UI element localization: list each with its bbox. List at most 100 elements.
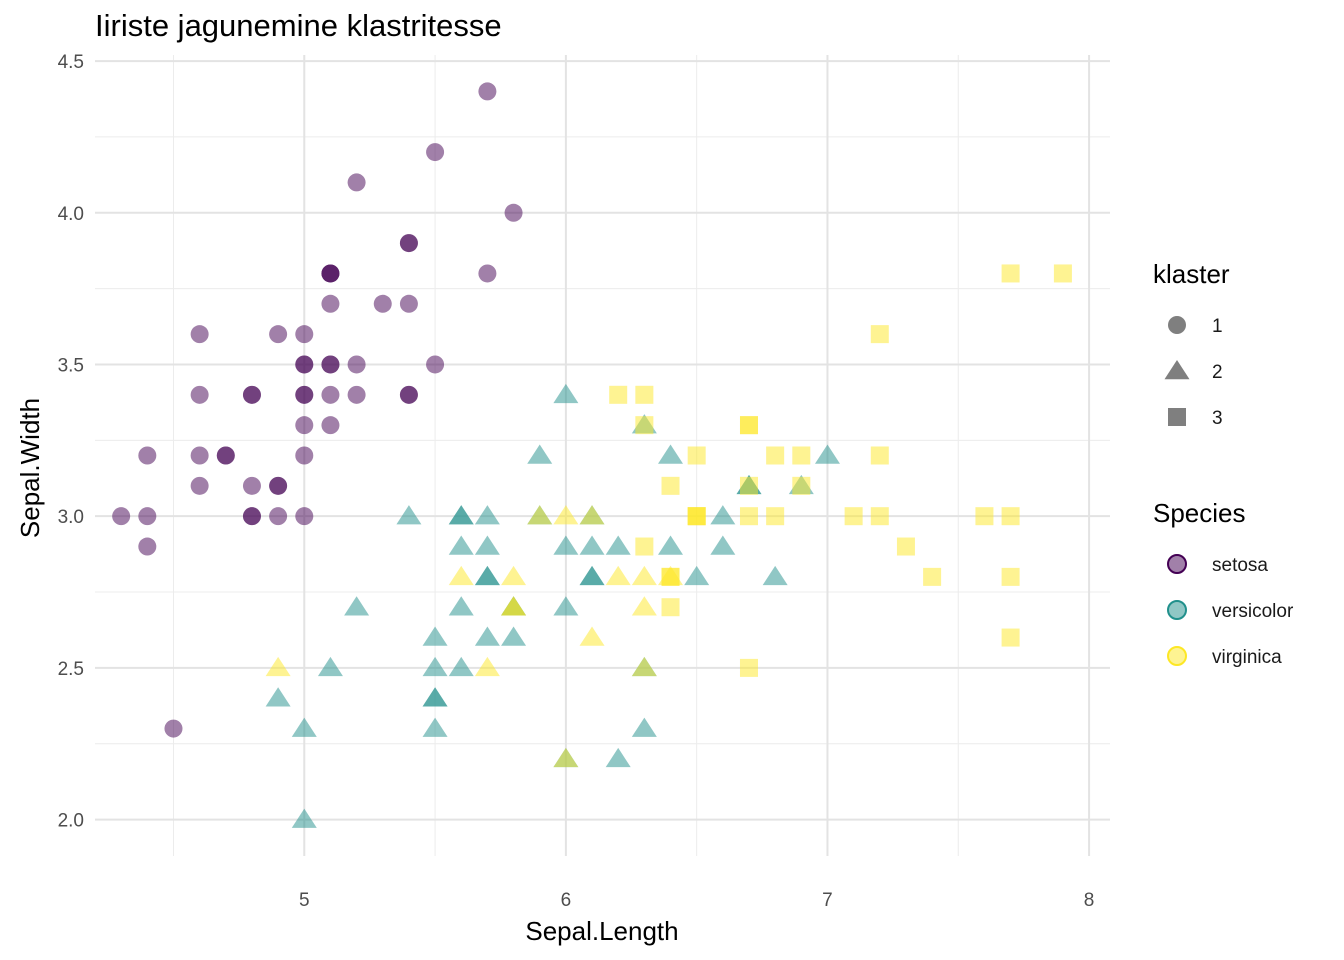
- data-point: [553, 505, 579, 525]
- data-point: [422, 626, 448, 646]
- legend-key-setosa: [1167, 554, 1187, 574]
- color-legend-label: virginica: [1212, 647, 1282, 668]
- legend-key-triangle: [1164, 360, 1190, 380]
- data-point: [190, 476, 209, 495]
- data-point: [579, 505, 605, 525]
- data-point: [269, 507, 288, 526]
- data-point: [766, 446, 785, 465]
- data-point: [1001, 628, 1020, 647]
- data-point: [579, 535, 605, 555]
- data-point: [792, 446, 811, 465]
- data-point: [527, 505, 553, 525]
- y-tick-label: 3.5: [58, 355, 84, 376]
- y-tick-label: 3.0: [58, 507, 84, 528]
- data-point: [605, 565, 631, 586]
- data-point: [399, 294, 418, 313]
- data-point: [321, 264, 340, 283]
- data-point: [687, 507, 706, 526]
- data-point: [399, 234, 418, 253]
- y-tick-label: 4.0: [58, 204, 84, 225]
- data-point: [527, 444, 553, 464]
- data-point: [684, 565, 710, 586]
- y-tick-label: 2.5: [58, 659, 84, 680]
- data-point: [291, 808, 317, 828]
- data-point: [242, 385, 261, 404]
- data-point: [373, 294, 392, 313]
- data-point: [164, 719, 183, 738]
- data-point: [344, 596, 370, 616]
- data-point: [422, 717, 448, 737]
- data-point: [190, 446, 209, 465]
- data-point: [1001, 567, 1020, 586]
- data-point: [661, 476, 680, 495]
- data-point: [631, 596, 657, 616]
- data-point: [422, 656, 448, 677]
- data-point: [661, 567, 680, 586]
- y-tick-label: 2.0: [58, 811, 84, 832]
- data-point: [553, 535, 579, 555]
- data-point: [814, 444, 840, 464]
- data-point: [321, 355, 340, 374]
- data-point: [112, 507, 131, 526]
- major-gridlines: [95, 55, 1110, 856]
- data-point: [190, 325, 209, 344]
- data-point: [295, 355, 314, 374]
- data-point: [291, 717, 317, 737]
- data-point: [448, 535, 474, 555]
- y-axis-title: Sepal.Width: [15, 398, 45, 538]
- color-legend-label: versicolor: [1212, 601, 1294, 622]
- data-point: [474, 505, 500, 525]
- legend-key-square: [1168, 408, 1186, 426]
- data-point: [265, 656, 291, 677]
- data-point: [923, 567, 942, 586]
- minor-gridlines: [95, 55, 1110, 856]
- data-point: [635, 385, 654, 404]
- shape-legend-entries: 1 2 3: [1164, 316, 1223, 429]
- shape-legend-label: 3: [1212, 408, 1223, 429]
- data-point: [710, 505, 736, 525]
- data-point: [347, 385, 366, 404]
- legend-key-circle: [1168, 316, 1186, 334]
- data-point: [321, 294, 340, 313]
- x-tick-label: 7: [822, 890, 833, 911]
- data-point: [553, 596, 579, 616]
- data-point: [321, 385, 340, 404]
- data-point: [474, 565, 500, 586]
- data-point: [631, 565, 657, 586]
- y-tick-labels: 2.0 2.5 3.0 3.5 4.0 4.5: [58, 52, 84, 832]
- y-tick-label: 4.5: [58, 52, 84, 73]
- data-point: [631, 656, 657, 677]
- data-point: [216, 446, 235, 465]
- data-point: [658, 535, 684, 555]
- data-point: [242, 476, 261, 495]
- x-axis-title: Sepal.Length: [525, 916, 678, 946]
- data-point: [553, 383, 579, 404]
- data-point: [138, 507, 157, 526]
- data-point: [422, 687, 448, 707]
- data-point: [605, 535, 631, 555]
- data-point: [635, 416, 654, 435]
- data-point: [635, 537, 654, 556]
- data-point: [762, 565, 788, 586]
- data-point: [739, 658, 758, 677]
- data-point: [478, 264, 497, 283]
- data-point: [501, 565, 527, 586]
- chart-title: Iiriste jagunemine klastritesse: [95, 8, 502, 43]
- legend-key-versicolor: [1167, 600, 1187, 620]
- data-point: [739, 476, 758, 495]
- data-point: [896, 537, 915, 556]
- data-point: [321, 416, 340, 435]
- x-tick-label: 5: [299, 890, 310, 911]
- data-point: [317, 656, 343, 677]
- data-point: [609, 385, 628, 404]
- data-point: [295, 325, 314, 344]
- data-point: [448, 505, 474, 525]
- data-point: [766, 507, 785, 526]
- data-point: [242, 507, 261, 526]
- data-point: [1053, 264, 1072, 283]
- data-point: [295, 446, 314, 465]
- data-point: [870, 325, 889, 344]
- data-point: [1001, 507, 1020, 526]
- data-points: [112, 82, 1072, 828]
